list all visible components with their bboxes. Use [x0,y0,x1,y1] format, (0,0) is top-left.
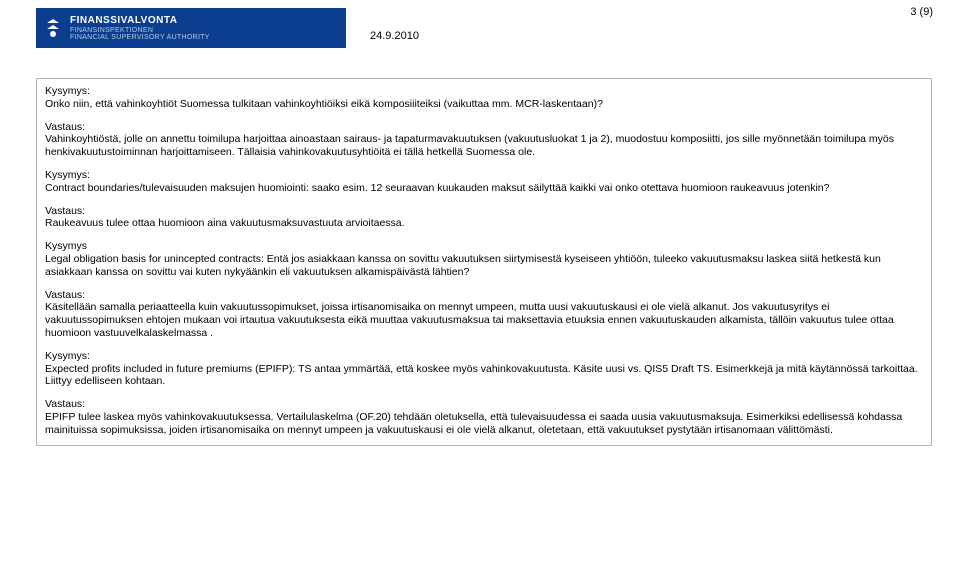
question-text: Contract boundaries/tulevaisuuden maksuj… [45,182,829,194]
content-box: Kysymys: Onko niin, että vahinkoyhtiöt S… [36,78,932,446]
answer-label: Vastaus: [45,289,923,302]
document-date: 24.9.2010 [370,30,419,42]
qa-block: Vastaus: Vahinkoyhtiöstä, jolle on annet… [45,121,923,159]
logo-line2: FINANSINSPEKTIONEN [70,27,210,34]
qa-block: Vastaus: Raukeavuus tulee ottaa huomioon… [45,205,923,231]
page-number: 3 (9) [910,6,933,18]
answer-text: Vahinkoyhtiöstä, jolle on annettu toimil… [45,133,894,158]
answer-label: Vastaus: [45,121,923,134]
qa-block: Kysymys: Expected profits included in fu… [45,350,923,388]
page-header: FINANSSIVALVONTA FINANSINSPEKTIONEN FINA… [0,0,959,54]
qa-block: Kysymys: Contract boundaries/tulevaisuud… [45,169,923,195]
answer-label: Vastaus: [45,398,923,411]
answer-label: Vastaus: [45,205,923,218]
logo-mark-icon [44,13,62,43]
qa-block: Kysymys Legal obligation basis for uninc… [45,240,923,278]
qa-block: Vastaus: EPIFP tulee laskea myös vahinko… [45,398,923,436]
logo-line3: FINANCIAL SUPERVISORY AUTHORITY [70,34,210,41]
qa-block: Kysymys: Onko niin, että vahinkoyhtiöt S… [45,85,923,111]
answer-text: Raukeavuus tulee ottaa huomioon aina vak… [45,217,405,229]
answer-text: EPIFP tulee laskea myös vahinkovakuutuks… [45,411,902,436]
logo-line1: FINANSSIVALVONTA [70,16,210,26]
question-text: Legal obligation basis for unincepted co… [45,253,881,278]
question-label: Kysymys: [45,350,923,363]
question-label: Kysymys: [45,85,923,98]
logo-text: FINANSSIVALVONTA FINANSINSPEKTIONEN FINA… [70,16,210,41]
question-label: Kysymys: [45,169,923,182]
question-text: Expected profits included in future prem… [45,363,918,388]
logo: FINANSSIVALVONTA FINANSINSPEKTIONEN FINA… [36,8,346,48]
answer-text: Käsitellään samalla periaatteella kuin v… [45,301,894,339]
question-text: Onko niin, että vahinkoyhtiöt Suomessa t… [45,98,603,110]
question-label: Kysymys [45,240,923,253]
qa-block: Vastaus: Käsitellään samalla periaatteel… [45,289,923,340]
